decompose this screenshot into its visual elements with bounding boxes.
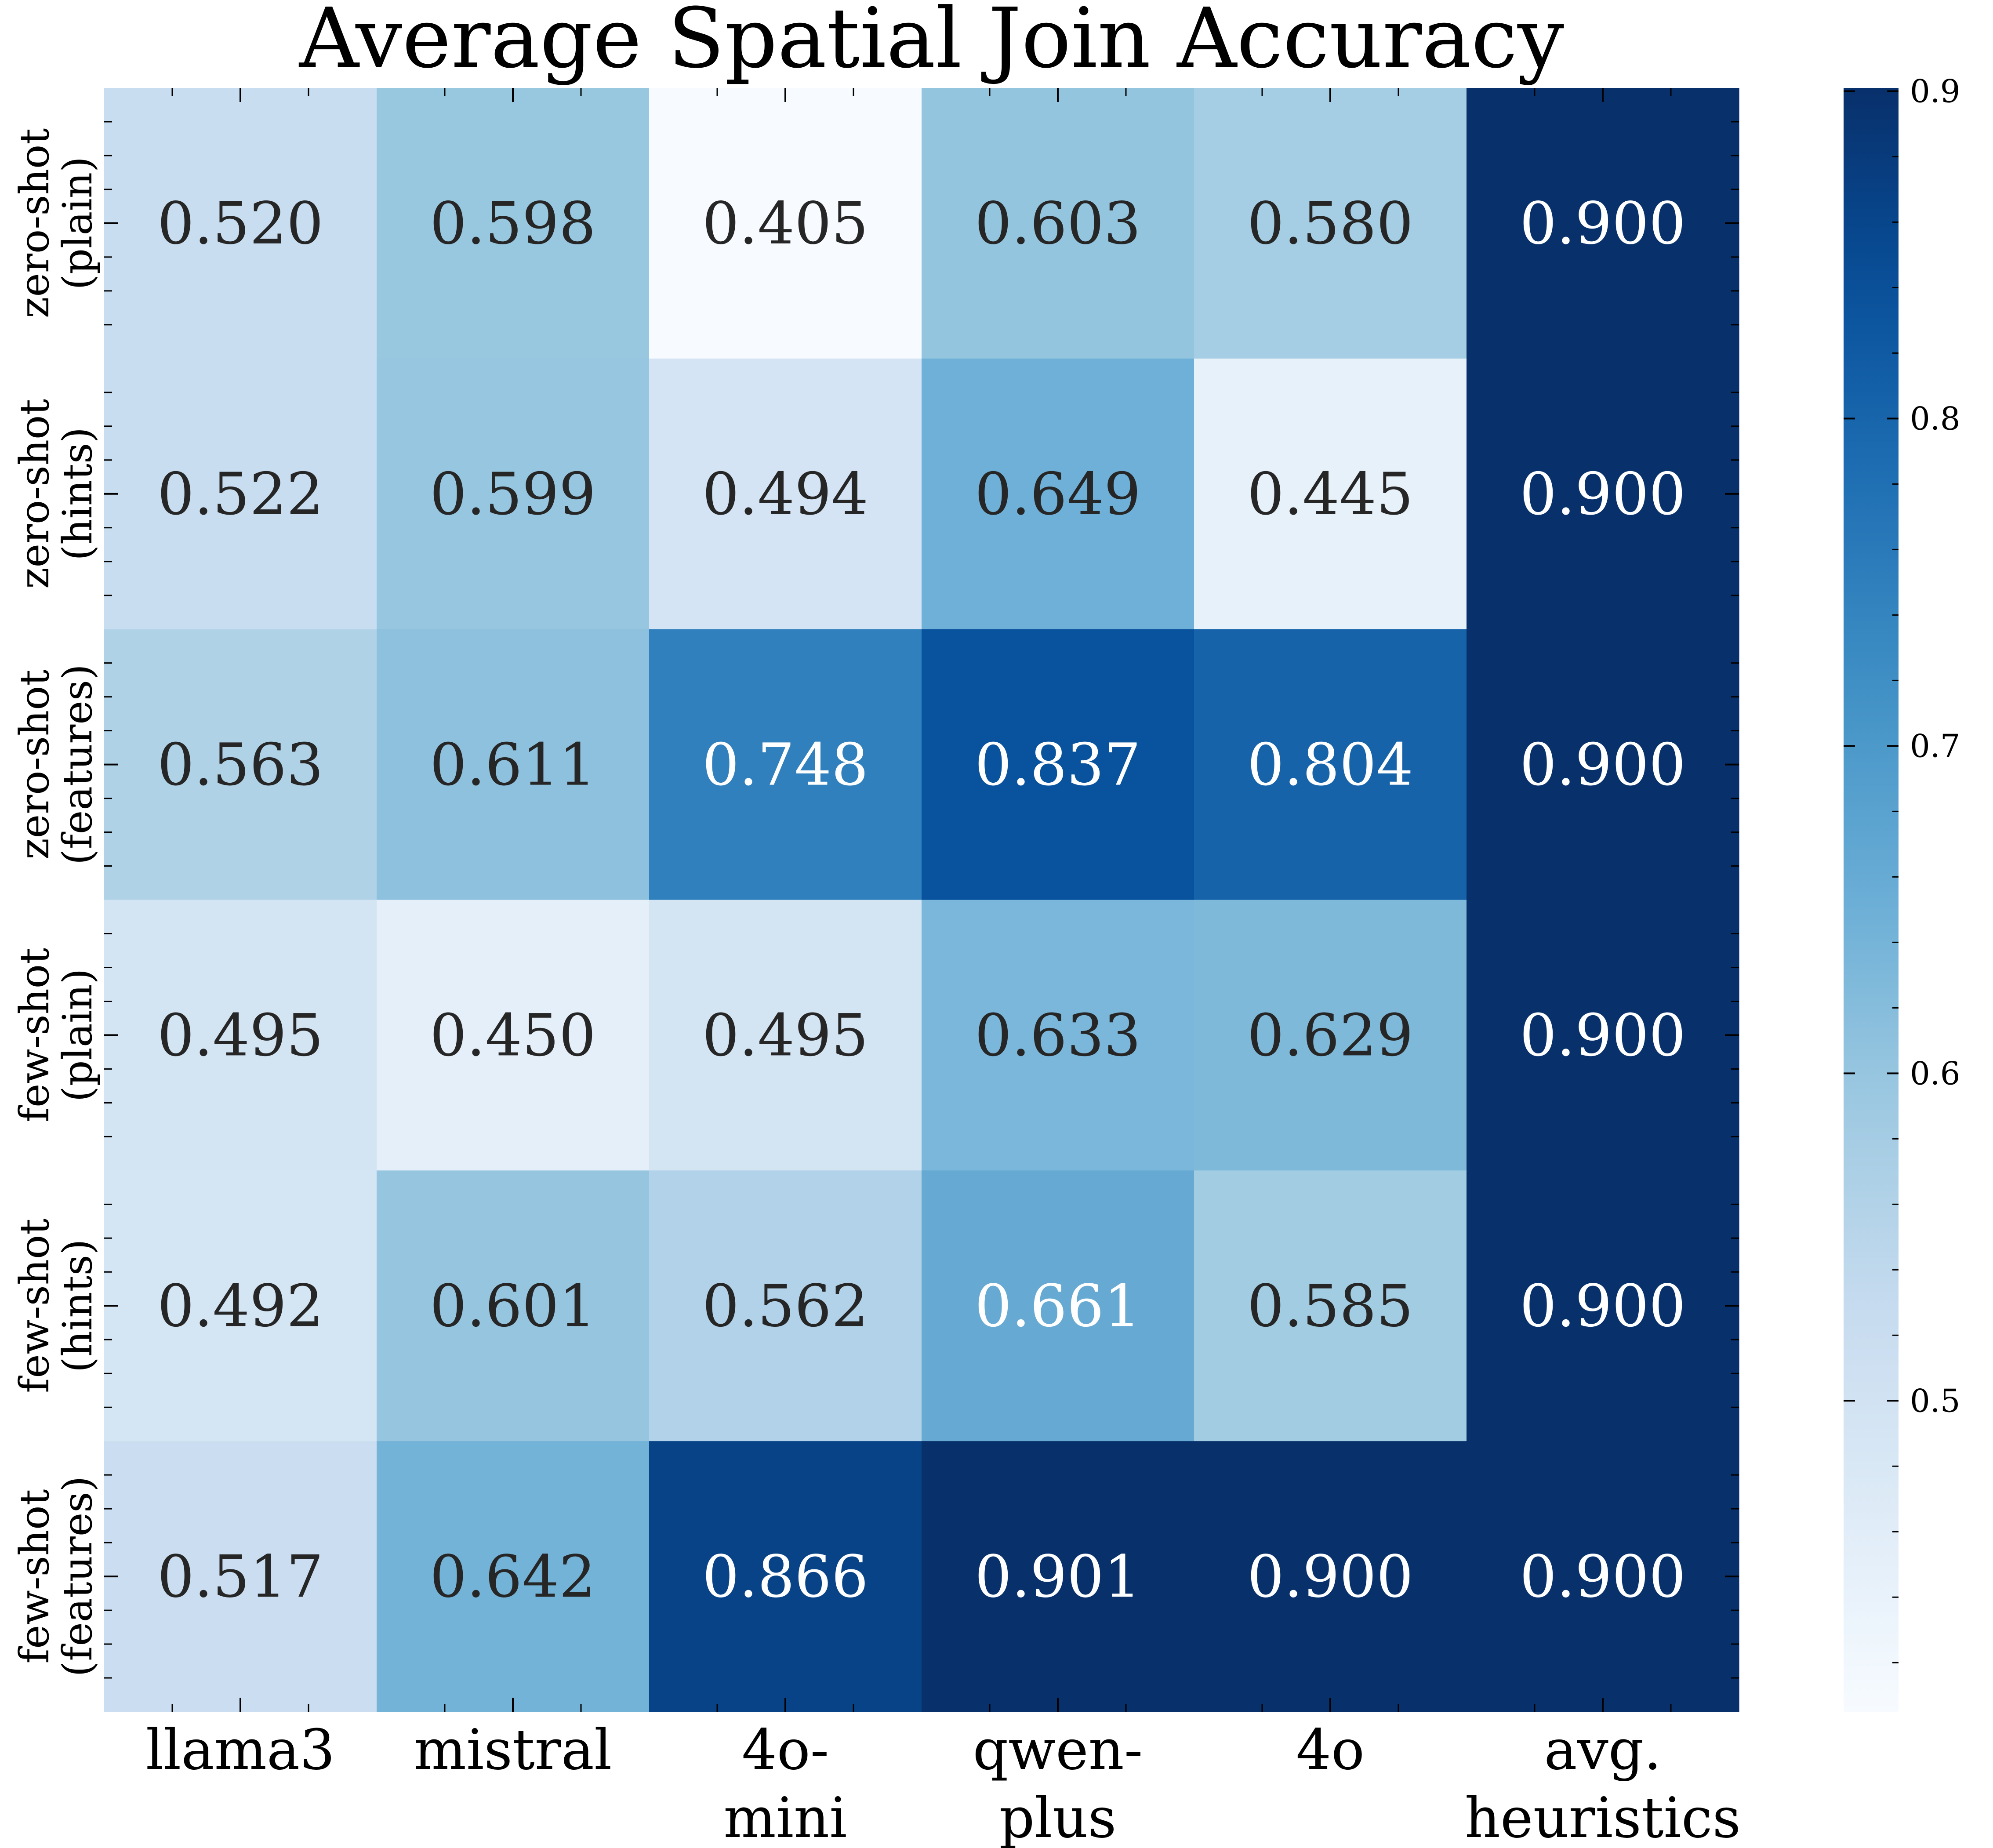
- cell-value-label: 0.748: [702, 731, 868, 799]
- cell-value-label: 0.611: [430, 731, 596, 799]
- cell-value-label: 0.900: [1247, 1543, 1413, 1611]
- heatmap-cell: [649, 358, 922, 630]
- heatmap-cell: [1467, 1441, 1739, 1712]
- heatmap-cell: [1194, 1170, 1467, 1441]
- heatmap-cell: [922, 358, 1194, 630]
- cell-value-label: 0.492: [157, 1272, 323, 1340]
- cell-value-label: 0.900: [1520, 461, 1686, 528]
- heatmap-cell: [649, 88, 922, 359]
- heatmap-cell: [922, 629, 1194, 900]
- cell-value-label: 0.445: [1247, 461, 1413, 528]
- cell-value-label: 0.580: [1247, 190, 1413, 258]
- heatmap-cell: [1467, 629, 1739, 900]
- cell-value-label: 0.601: [430, 1272, 596, 1340]
- x-tick-label: avg. heuristics: [1465, 1717, 1741, 1848]
- heatmap-cell: [104, 88, 377, 359]
- colorbar-tick-label: 0.5: [1910, 1382, 1960, 1419]
- x-tick-label: 4o-mini: [723, 1717, 847, 1848]
- cell-value-label: 0.633: [975, 1002, 1141, 1069]
- x-tick-label: 4o: [1296, 1717, 1365, 1782]
- colorbar: 0.5 0.6 0.7 0.8 0.9: [1844, 73, 1960, 1712]
- x-tick-label: qwen-plus: [973, 1717, 1143, 1848]
- x-tick-labels: llama3 mistral 4o-mini qwen-plus 4o avg. heuri…: [146, 1717, 1741, 1848]
- heatmap-cells: [104, 88, 1739, 1712]
- heatmap-cell: [1467, 1170, 1739, 1441]
- cell-value-label: 0.520: [157, 190, 323, 258]
- heatmap-cell: [649, 1441, 922, 1712]
- heatmap-cell: [1467, 900, 1739, 1171]
- heatmap-cell: [1194, 88, 1467, 359]
- cell-value-label: 0.522: [157, 461, 323, 528]
- heatmap-cell: [104, 900, 377, 1171]
- cell-value-labels: 0.520 0.598 0.405 0.603 0.580 0.900 0.522 0.599…: [157, 190, 1686, 1611]
- cell-value-label: 0.495: [157, 1002, 323, 1069]
- colorbar-tick-label: 0.6: [1910, 1055, 1960, 1092]
- cell-value-label: 0.450: [430, 1002, 596, 1069]
- y-tick-label: few-shot(features): [11, 1476, 101, 1677]
- y-tick-label: zero-shot(plain): [11, 128, 101, 318]
- cell-value-label: 0.900: [1520, 731, 1686, 799]
- cell-value-label: 0.517: [157, 1543, 323, 1611]
- cell-value-label: 0.603: [975, 190, 1141, 258]
- x-tick-label: llama3: [146, 1717, 335, 1782]
- cell-value-label: 0.562: [702, 1272, 868, 1340]
- cell-value-label: 0.494: [702, 461, 868, 528]
- colorbar-tick-label: 0.8: [1910, 400, 1960, 437]
- cell-value-label: 0.901: [975, 1543, 1141, 1611]
- heatmap-cell: [104, 629, 377, 900]
- cell-value-label: 0.866: [702, 1543, 868, 1611]
- cell-value-label: 0.900: [1520, 1543, 1686, 1611]
- heatmap-cell: [1194, 358, 1467, 630]
- cell-value-label: 0.585: [1247, 1272, 1413, 1340]
- heatmap-cell: [1467, 358, 1739, 630]
- cell-value-label: 0.900: [1520, 1002, 1686, 1069]
- heatmap-cell: [649, 629, 922, 900]
- heatmap-cell: [1467, 88, 1739, 359]
- heatmap-cell: [922, 88, 1194, 359]
- cell-value-label: 0.900: [1520, 1272, 1686, 1340]
- colorbar-tick-label: 0.9: [1910, 73, 1960, 109]
- heatmap-cell: [1194, 900, 1467, 1171]
- cell-value-label: 0.563: [157, 731, 323, 799]
- heatmap-cell: [649, 900, 922, 1171]
- cell-value-label: 0.599: [430, 461, 596, 528]
- heatmap-cell: [104, 358, 377, 630]
- heatmap-cell: [922, 1441, 1194, 1712]
- cell-value-label: 0.629: [1247, 1002, 1413, 1069]
- y-tick-labels: zero-shot(plain) zero-shot(hints) zero-sho…: [11, 128, 101, 1677]
- heatmap-cell: [104, 1170, 377, 1441]
- y-tick-label: few-shot(plain): [11, 948, 101, 1122]
- colorbar-gradient: [1844, 88, 1899, 1712]
- heatmap-cell: [1194, 1441, 1467, 1712]
- heatmap-cell: [377, 1170, 650, 1441]
- heatmap-cell: [377, 358, 650, 630]
- chart-title: Average Spatial Join Accuracy: [298, 0, 1564, 87]
- cell-value-label: 0.405: [702, 190, 868, 258]
- cell-value-label: 0.837: [975, 731, 1141, 799]
- y-tick-label: zero-shot(hints): [11, 399, 101, 589]
- heatmap-cell: [377, 88, 650, 359]
- heatmap-cell: [377, 900, 650, 1171]
- cell-value-label: 0.649: [975, 461, 1141, 528]
- axis-ticks: [104, 88, 1739, 1712]
- heatmap-cell: [922, 1170, 1194, 1441]
- heatmap-cell: [649, 1170, 922, 1441]
- y-tick-label: few-shot(hints): [11, 1219, 101, 1393]
- cell-value-label: 0.495: [702, 1002, 868, 1069]
- heatmap-cell: [1194, 629, 1467, 900]
- y-tick-label: zero-shot(features): [11, 664, 101, 865]
- x-tick-label: mistral: [414, 1717, 612, 1782]
- heatmap-cell: [377, 629, 650, 900]
- cell-value-label: 0.661: [975, 1272, 1141, 1340]
- cell-value-label: 0.642: [430, 1543, 596, 1611]
- heatmap-cell: [104, 1441, 377, 1712]
- cell-value-label: 0.804: [1247, 731, 1413, 799]
- heatmap-cell: [377, 1441, 650, 1712]
- colorbar-tick-label: 0.7: [1910, 727, 1960, 764]
- cell-value-label: 0.598: [430, 190, 596, 258]
- heatmap-cell: [922, 900, 1194, 1171]
- cell-value-label: 0.900: [1520, 190, 1686, 258]
